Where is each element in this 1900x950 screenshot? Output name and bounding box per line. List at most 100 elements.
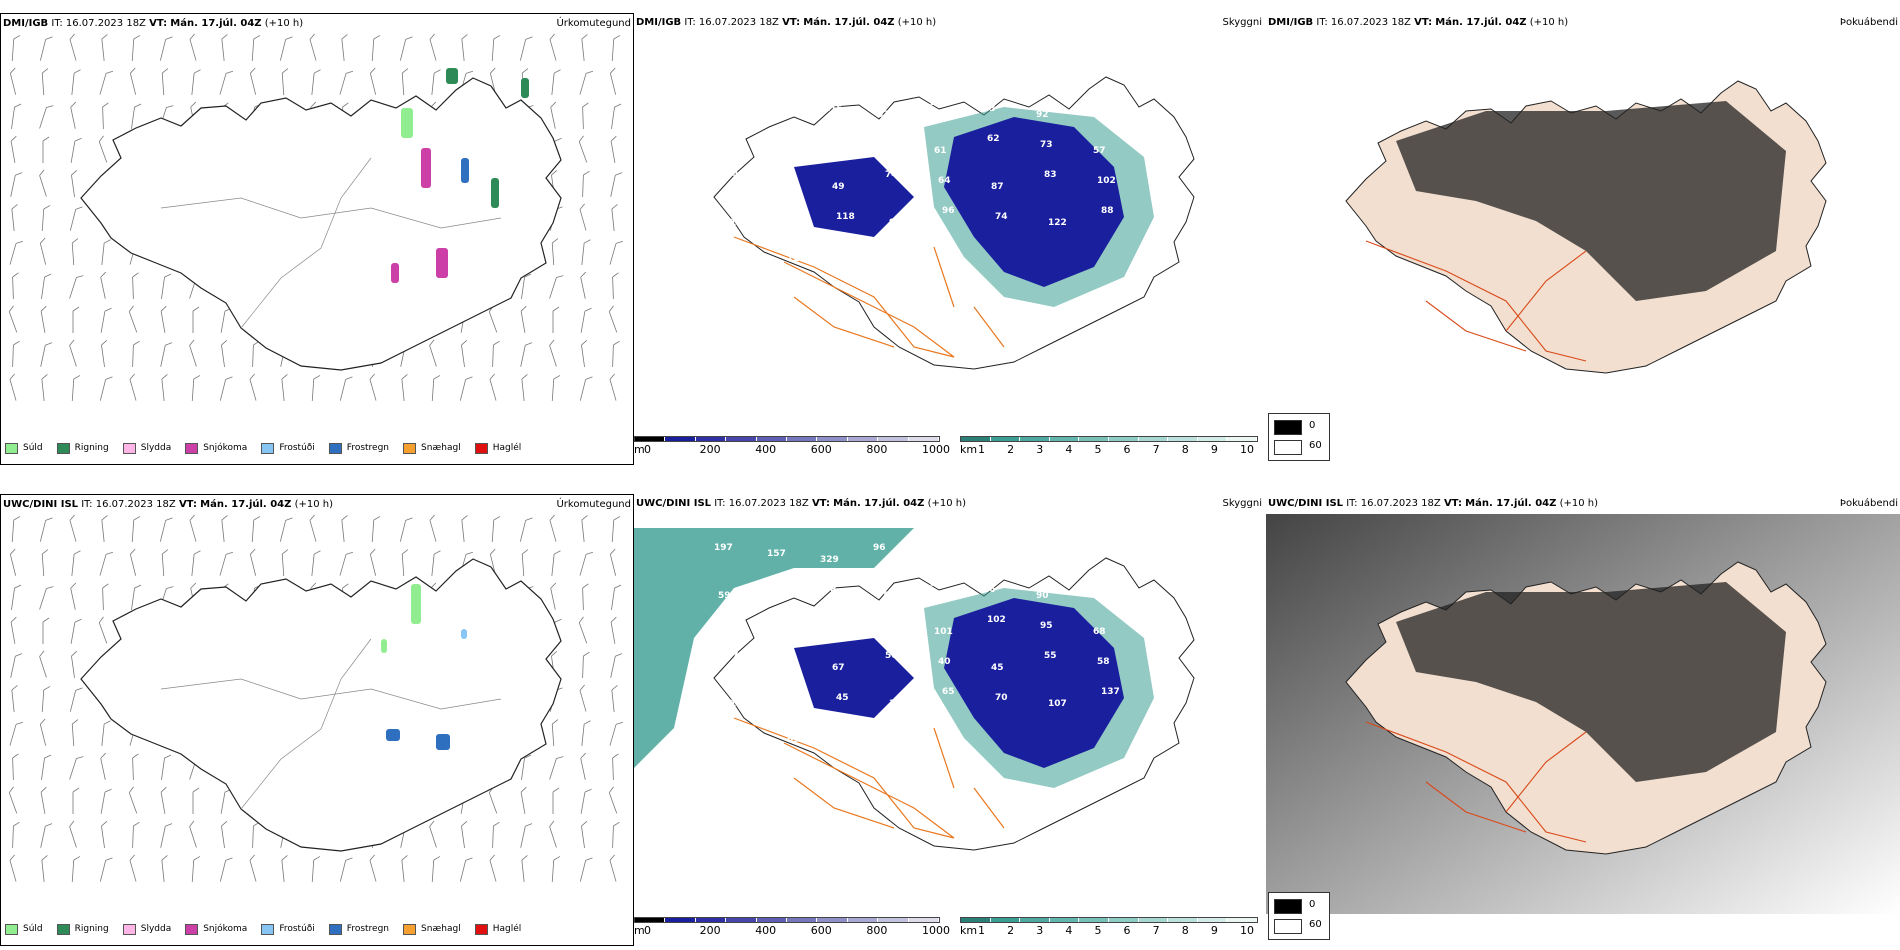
scale-colorbar <box>960 917 1258 923</box>
legend-label: Frostregn <box>346 443 390 453</box>
legend-label: Snjókoma <box>203 924 248 934</box>
legend-label: Frostregn <box>346 924 390 934</box>
cloud-base-value: 99 <box>979 74 992 84</box>
scale-tick: 4 <box>1065 924 1073 937</box>
iceland-precip-map <box>8 514 624 883</box>
cloud-base-value: 74 <box>885 170 898 180</box>
cloud-base-value: 75 <box>877 591 890 601</box>
cloud-base-value: 82 <box>714 62 727 72</box>
legend-swatch <box>56 442 70 454</box>
legend-label: Slydda <box>140 443 172 453</box>
cloud-panel-uwc: UWC/DINI ISL IT: 16.07.2023 18Z VT: Mán.… <box>634 494 1264 946</box>
cloud-base-value: 92 <box>820 74 833 84</box>
cloud-base-value: 107 <box>1048 699 1067 709</box>
visibility-scale: km 1 2 3 4 5 6 7 8 9 10 <box>960 436 1260 460</box>
cloud-base-value: 62 <box>987 134 1000 144</box>
cloud-base-value: 103 <box>926 549 945 559</box>
panel-right-label: Skyggni <box>1222 17 1262 28</box>
legend-item: Frostúði <box>261 442 315 454</box>
legend-swatch <box>122 442 136 454</box>
cloud-base-value: 44 <box>893 729 906 739</box>
scale-tick: 1 <box>978 443 985 456</box>
cloud-base-value: 96 <box>889 218 902 228</box>
scale-unit: m <box>634 443 645 456</box>
legend-label: Snæhagl <box>421 924 461 934</box>
panel-right-label: Úrkomutegund <box>556 18 631 29</box>
cloud-base-value: 57 <box>1093 146 1106 156</box>
legend-item: Rigning <box>56 442 109 454</box>
cloud-base-value: 68 <box>1093 627 1106 637</box>
cloud-base-value: 74 <box>995 212 1008 222</box>
precip-panel-uwc: UWC/DINI ISL IT: 16.07.2023 18Z VT: Mán.… <box>0 494 634 946</box>
cloud-base-value: 101 <box>934 627 953 637</box>
cloud-base-value: 46 <box>734 729 747 739</box>
legend-swatch <box>122 923 136 935</box>
cloud-base-value: 104 <box>881 621 900 631</box>
legend-item: Snjókoma <box>185 442 248 454</box>
cloud-base-value: 197 <box>714 543 733 553</box>
cloud-base-value: 96 <box>942 206 955 216</box>
legend-label: Snjókoma <box>203 443 248 453</box>
cloud-base-value: 102 <box>987 615 1006 625</box>
cloud-base-value: 61 <box>934 146 947 156</box>
cloud-base-value: 87 <box>930 579 943 589</box>
fog-legend-high-label: 60 <box>1309 440 1322 451</box>
scale-unit: m <box>634 924 645 937</box>
cloud-base-value: 137 <box>1101 687 1120 697</box>
legend-item: Súld <box>5 442 43 454</box>
fog-legend-low-label: 0 <box>1309 899 1316 910</box>
cloud-base-value: 72 <box>771 579 784 589</box>
scale-tick: 800 <box>866 924 888 937</box>
scale-tick: 8 <box>1181 924 1189 937</box>
cloud-base-value: 88 <box>1089 579 1102 589</box>
scale-tick: 1 <box>978 924 985 937</box>
fog-legend-low-swatch <box>1274 899 1302 914</box>
cloud-panel-dmi: DMI/IGB IT: 16.07.2023 18Z VT: Mán. 17.j… <box>634 13 1264 465</box>
legend-label: Súld <box>23 924 43 934</box>
scale-tick: 6 <box>1123 924 1131 937</box>
cloud-base-value: 50 <box>779 657 792 667</box>
cloud-base-value: 19 <box>1085 68 1098 78</box>
fog-panel-uwc: UWC/DINI ISL IT: 16.07.2023 18Z VT: Mán.… <box>1266 494 1900 946</box>
scale-tick: 5 <box>1094 443 1102 456</box>
legend-label: Súld <box>23 443 43 453</box>
panel-right-label: Skyggni <box>1222 498 1262 509</box>
scale-tick: 3 <box>1036 443 1044 456</box>
legend-label: Rigning <box>74 924 109 934</box>
cloud-base-value: 89 <box>779 176 792 186</box>
scale-tick: 9 <box>1210 443 1218 456</box>
scale-tick: 7 <box>1152 443 1160 456</box>
legend-item: Slydda <box>122 923 172 935</box>
iceland-fog-map <box>1266 33 1900 433</box>
iceland-cloud-map: 82 101 92 86 98 99 100 19 85 102 116 53 51 63 92 100 76 8… <box>713 62 1195 370</box>
cloud-base-value: 85 <box>718 110 731 120</box>
legend-label: Frostúði <box>279 924 315 934</box>
precip-legend: Súld Rigning Slydda Snjókoma Frostúði Frostre… <box>5 440 535 456</box>
cloud-base-value: 107 <box>893 248 912 258</box>
cloud-base-value: 88 <box>775 627 788 637</box>
legend-label: Frostúði <box>279 443 315 453</box>
scale-tick: 200 <box>699 924 721 937</box>
legend-label: Slydda <box>140 924 172 934</box>
panel-title: UWC/DINI ISL IT: 16.07.2023 18Z VT: Mán.… <box>636 498 967 509</box>
cloud-base-value: 50 <box>885 651 898 661</box>
scale-tick: 9 <box>1210 924 1218 937</box>
cloud-base-value: 96 <box>983 585 996 595</box>
panel-title: UWC/DINI ISL IT: 16.07.2023 18Z VT: Mán.… <box>1268 498 1599 509</box>
iceland-precip-map <box>8 33 624 402</box>
iceland-cloud-map: 197 157 329 96 103 100 140 97 590 72 68 75 87 96 90 88 8… <box>634 528 1195 851</box>
cloud-base-value: 70 <box>995 693 1008 703</box>
legend-item: Frostúði <box>261 923 315 935</box>
scale-tick: 600 <box>810 443 832 456</box>
fog-legend-low-swatch <box>1274 420 1302 435</box>
legend-label: Haglél <box>492 443 522 453</box>
legend-item: Haglél <box>474 442 522 454</box>
panel-title: DMI/IGB IT: 16.07.2023 18Z VT: Mán. 17.j… <box>636 17 937 28</box>
cloud-base-value: 180 <box>783 206 802 216</box>
cloud-base-value: 58 <box>1097 657 1110 667</box>
legend-item: Snæhagl <box>403 923 461 935</box>
legend-item: Snæhagl <box>403 442 461 454</box>
visibility-scale: km 1 2 3 4 5 6 7 8 9 10 <box>960 917 1260 941</box>
cloud-base-value: 68 <box>824 585 837 595</box>
cloud-base-value: 76 <box>722 140 735 150</box>
